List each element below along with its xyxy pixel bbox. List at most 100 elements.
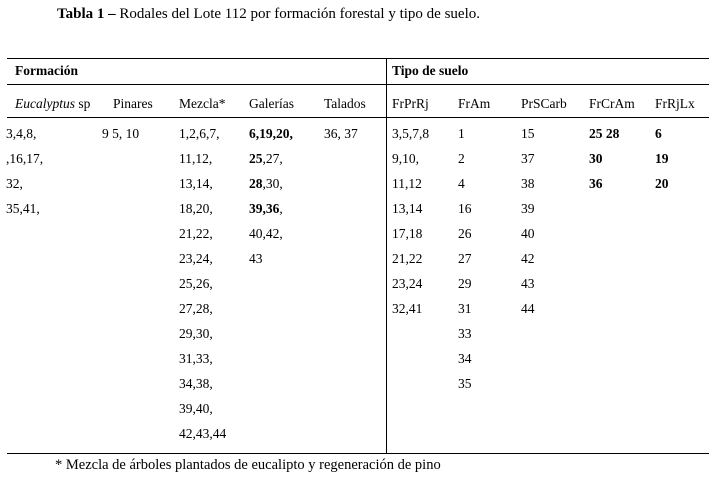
table-top-rule: [7, 58, 709, 59]
col-header-fram: FrAm: [458, 96, 491, 111]
table-cell: 13,14,: [179, 176, 213, 191]
table-cell: 18,20,: [179, 201, 213, 216]
table-cell: 36: [589, 176, 603, 191]
table-cell: 11,12: [392, 176, 422, 191]
table-cell: 9 5, 10: [102, 126, 140, 141]
normal-segment: ,: [279, 201, 283, 216]
col-header-prscarb: PrSCarb: [521, 96, 567, 111]
normal-segment: ,27,: [262, 151, 283, 166]
table-cell: 34: [458, 351, 472, 366]
table-cell: 13,14: [392, 201, 423, 216]
table-caption: Tabla 1 – Rodales del Lote 112 por forma…: [57, 6, 480, 23]
header-rule: [7, 117, 709, 118]
table-cell: 29,30,: [179, 326, 213, 341]
column-fram: 1 2 4 16 26 27 29 31 33 34 35: [458, 121, 472, 396]
table-cell: 42,43,44: [179, 426, 227, 441]
table-cell: 43: [249, 246, 293, 271]
bold-segment: 6,19,20,: [249, 126, 293, 141]
table-cell: 39,40,: [179, 401, 213, 416]
col-header-eucalyptus-sp: sp: [75, 96, 91, 111]
table-cell: 20: [655, 176, 669, 191]
table-cell: 6: [655, 126, 662, 141]
normal-segment: 43: [249, 251, 263, 266]
table-cell: 40,42,: [249, 221, 293, 246]
table-cell: 34,38,: [179, 376, 213, 391]
group-header-tipo-suelo: Tipo de suelo: [392, 63, 469, 78]
table-bottom-rule: [7, 453, 709, 454]
table-cell: 11,12,: [179, 151, 213, 166]
table-cell: 25 28: [589, 126, 620, 141]
table-cell: 32,: [6, 176, 23, 191]
footnote: * Mezcla de árboles plantados de eucalip…: [55, 457, 441, 473]
col-header-frcram: FrCrAm: [589, 96, 635, 111]
column-galerias: 6,19,20, 25,27, 28,30, 39,36, 40,42, 43: [249, 121, 293, 271]
group-separator: [386, 58, 387, 454]
table-cell: 28,30,: [249, 171, 293, 196]
column-pinares: 9 5, 10: [102, 121, 139, 146]
caption-text: Rodales del Lote 112 por formación fores…: [115, 6, 480, 22]
table-cell: 16: [458, 201, 472, 216]
bold-segment: 25: [249, 151, 263, 166]
table-cell: 6,19,20,: [249, 121, 293, 146]
table-cell: 31,33,: [179, 351, 213, 366]
table-cell: 43: [521, 276, 535, 291]
table-cell: 23,24,: [179, 251, 213, 266]
table-cell: 21,22: [392, 251, 423, 266]
table-cell: 21,22,: [179, 226, 213, 241]
table-cell: 23,24: [392, 276, 423, 291]
col-header-frprrj: FrPrRj: [392, 96, 429, 111]
col-header-galerias: Galerías: [249, 96, 294, 111]
table-cell: 35,41,: [6, 201, 40, 216]
table-cell: 1: [458, 126, 465, 141]
caption-label: Tabla 1 –: [57, 6, 116, 22]
table-cell: 27: [458, 251, 472, 266]
table-cell: 15: [521, 126, 535, 141]
table-cell: 27,28,: [179, 301, 213, 316]
table-cell: 32,41: [392, 301, 423, 316]
normal-segment: 40,42,: [249, 226, 283, 241]
table-cell: 17,18: [392, 226, 423, 241]
header-group-rule: [7, 84, 709, 85]
normal-segment: ,30,: [262, 176, 283, 191]
table-cell: 37: [521, 151, 535, 166]
table-cell: 31: [458, 301, 472, 316]
table-cell: ,16,17,: [6, 151, 44, 166]
col-header-talados: Talados: [324, 96, 366, 111]
column-talados: 36, 37: [324, 121, 358, 146]
column-frrjlx: 6 19 20: [655, 121, 669, 196]
table-cell: 39: [521, 201, 535, 216]
table-cell: 25,26,: [179, 276, 213, 291]
column-mezcla: 1,2,6,7, 11,12, 13,14, 18,20, 21,22, 23,24, 25…: [179, 121, 226, 446]
column-frprrj: 3,5,7,8 9,10, 11,12 13,14 17,18 21,22 23,24 32,…: [392, 121, 429, 321]
group-header-formacion: Formación: [15, 63, 78, 78]
table-cell: 25,27,: [249, 146, 293, 171]
table-cell: 2: [458, 151, 465, 166]
table-cell: 30: [589, 151, 603, 166]
bold-segment: 39,36: [249, 201, 280, 216]
col-header-eucalyptus-genus: Eucalyptus: [15, 96, 75, 111]
bold-segment: 28: [249, 176, 263, 191]
table-cell: 19: [655, 151, 669, 166]
column-prscarb: 15 37 38 39 40 42 43 44: [521, 121, 535, 321]
table-cell: 4: [458, 176, 465, 191]
col-header-frrjlx: FrRjLx: [655, 96, 695, 111]
table-cell: 3,4,8,: [6, 126, 37, 141]
table-cell: 1,2,6,7,: [179, 126, 220, 141]
table-cell: 39,36,: [249, 196, 293, 221]
table-cell: 9,10,: [392, 151, 419, 166]
table-cell: 38: [521, 176, 535, 191]
col-header-pinares: Pinares: [113, 96, 153, 111]
table-cell: 35: [458, 376, 472, 391]
table-cell: 3,5,7,8: [392, 126, 430, 141]
table-cell: 36, 37: [324, 126, 358, 141]
table-cell: 29: [458, 276, 472, 291]
table-cell: 40: [521, 226, 535, 241]
column-frcram: 25 28 30 36: [589, 121, 619, 196]
column-eucalyptus: 3,4,8, ,16,17, 32, 35,41,: [6, 121, 43, 221]
table-cell: 33: [458, 326, 472, 341]
col-header-eucalyptus: Eucalyptus sp: [15, 96, 90, 112]
table-cell: 26: [458, 226, 472, 241]
table-cell: 44: [521, 301, 535, 316]
col-header-mezcla: Mezcla*: [179, 96, 226, 111]
table-cell: 42: [521, 251, 535, 266]
